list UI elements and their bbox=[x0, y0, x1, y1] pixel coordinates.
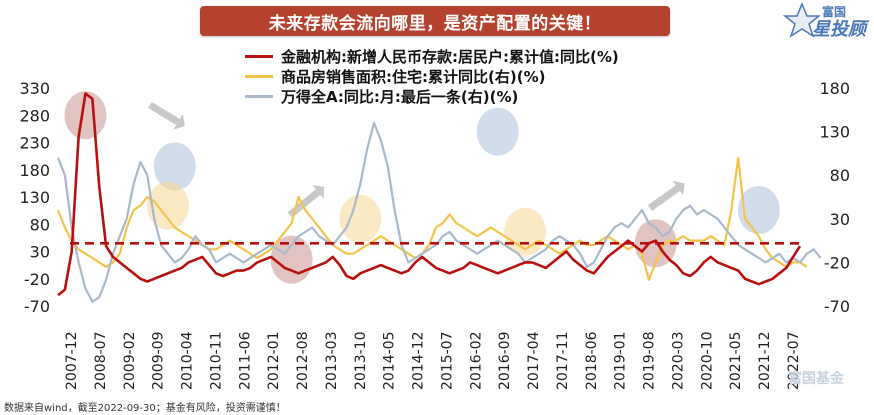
x-tick-10: 2013-10 bbox=[353, 332, 369, 391]
x-tick-11: 2014-05 bbox=[382, 332, 398, 391]
y-right-tick-5: -70 bbox=[824, 297, 850, 316]
y-left-tick-7: -20 bbox=[24, 270, 50, 289]
x-tick-17: 2017-11 bbox=[555, 332, 571, 391]
y-right-tick-3: 30 bbox=[830, 210, 850, 229]
legend-item-wind-a: 万得全A:同比:月:最后一条(右)(%) bbox=[245, 86, 619, 106]
x-tick-6: 2011-06 bbox=[237, 331, 253, 390]
x-tick-9: 2013-03 bbox=[324, 332, 340, 391]
legend-swatch-housing bbox=[245, 74, 273, 78]
x-tick-16: 2017-04 bbox=[526, 331, 542, 390]
highlight-circle-3 bbox=[270, 235, 313, 284]
x-tick-20: 2019-08 bbox=[642, 332, 658, 391]
x-tick-12: 2014-12 bbox=[411, 332, 427, 391]
x-tick-18: 2018-06 bbox=[584, 331, 600, 390]
highlight-circle-0 bbox=[64, 91, 107, 140]
trend-arrow-shaft-0 bbox=[148, 102, 180, 125]
legend-item-deposits: 金融机构:新增人民币存款:居民户:累计值:同比(%) bbox=[245, 46, 619, 66]
x-tick-22: 2020-10 bbox=[699, 332, 715, 391]
legend-label-deposits: 金融机构:新增人民币存款:居民户:累计值:同比(%) bbox=[281, 47, 619, 66]
legend-label-housing: 商品房销售面积:住宅:累计同比(右)(%) bbox=[281, 67, 546, 86]
y-left-tick-6: 30 bbox=[30, 243, 50, 262]
highlight-circle-7 bbox=[634, 219, 677, 268]
highlight-circle-2 bbox=[146, 181, 189, 230]
x-tick-5: 2010-11 bbox=[208, 332, 224, 391]
y-left-tick-5: 80 bbox=[30, 215, 50, 234]
page-title: 未来存款会流向哪里，是资产配置的关键！ bbox=[200, 6, 670, 36]
x-tick-21: 2020-03 bbox=[670, 332, 686, 391]
x-tick-4: 2010-04 bbox=[180, 331, 196, 390]
trend-arrow-shaft-2 bbox=[647, 185, 681, 211]
trend-arrow-head-2 bbox=[672, 180, 685, 196]
legend-swatch-deposits bbox=[245, 54, 273, 58]
legend-label-wind-a: 万得全A:同比:月:最后一条(右)(%) bbox=[281, 87, 519, 106]
x-tick-3: 2009-09 bbox=[151, 332, 167, 391]
x-tick-13: 2015-07 bbox=[439, 332, 455, 391]
y-left-tick-4: 130 bbox=[19, 188, 50, 207]
y-left-tick-3: 180 bbox=[19, 161, 50, 180]
series-line-deposits bbox=[57, 92, 802, 297]
brand-logo: 富国 星投顾 bbox=[780, 2, 870, 40]
trend-arrow-head-0 bbox=[173, 114, 185, 130]
highlight-circle-8 bbox=[737, 186, 780, 235]
source-footnote: 数据来自wind，截至2022-09-30；基金有风险，投资需谨慎！ bbox=[4, 403, 286, 414]
x-tick-14: 2016-02 bbox=[468, 332, 484, 391]
y-left-tick-0: 330 bbox=[19, 79, 50, 98]
y-left-tick-8: -70 bbox=[24, 297, 50, 316]
x-tick-2: 2009-02 bbox=[122, 332, 138, 391]
highlight-circle-6 bbox=[504, 207, 547, 256]
watermark-text: 富国基金 bbox=[788, 371, 844, 387]
series-line-wind-a bbox=[56, 121, 822, 303]
y-left-tick-1: 280 bbox=[19, 106, 50, 125]
star-icon bbox=[782, 2, 820, 38]
x-tick-7: 2012-01 bbox=[266, 332, 282, 391]
highlight-circle-1 bbox=[153, 142, 196, 191]
y-left-tick-2: 230 bbox=[19, 134, 50, 153]
x-tick-0: 2007-12 bbox=[64, 332, 80, 391]
y-right-tick-4: -20 bbox=[824, 253, 850, 272]
highlight-circle-5 bbox=[476, 107, 519, 156]
legend-item-housing: 商品房销售面积:住宅:累计同比(右)(%) bbox=[245, 66, 619, 86]
chart-legend: 金融机构:新增人民币存款:居民户:累计值:同比(%) 商品房销售面积:住宅:累计… bbox=[245, 46, 619, 106]
trend-arrow-head-1 bbox=[312, 185, 325, 199]
x-tick-24: 2021-12 bbox=[757, 332, 773, 391]
x-tick-15: 2016-09 bbox=[497, 332, 513, 391]
y-right-tick-0: 180 bbox=[819, 79, 850, 98]
x-tick-8: 2012-08 bbox=[295, 332, 311, 391]
x-tick-1: 2008-07 bbox=[93, 332, 109, 391]
brand-main-text: 星投顾 bbox=[812, 19, 866, 40]
x-tick-19: 2019-01 bbox=[613, 332, 629, 391]
y-right-tick-1: 130 bbox=[819, 123, 850, 142]
y-right-tick-2: 80 bbox=[830, 166, 850, 185]
x-tick-23: 2021-05 bbox=[728, 332, 744, 391]
brand-top-text: 富国 bbox=[822, 5, 847, 19]
series-line-housing bbox=[56, 156, 808, 281]
trend-arrow-shaft-1 bbox=[287, 189, 321, 218]
highlight-circle-4 bbox=[339, 194, 382, 243]
legend-swatch-wind-a bbox=[245, 94, 273, 98]
